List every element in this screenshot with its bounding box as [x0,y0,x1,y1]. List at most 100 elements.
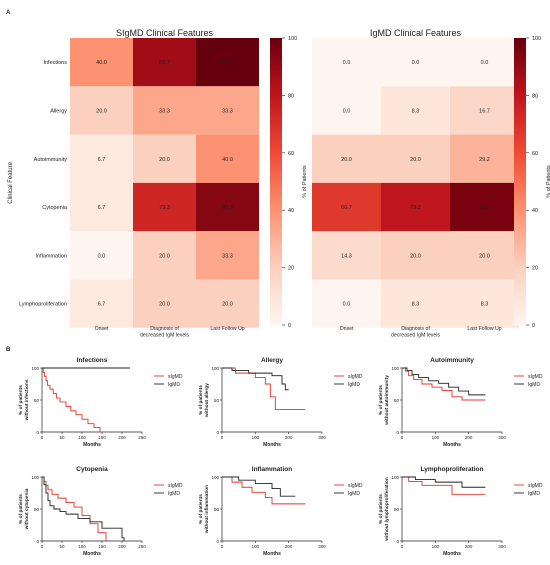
heatmap-cell-label: 66.7 [341,205,352,211]
heatmap-cell-label: 20.0 [410,253,421,259]
colorbar-tick-label: 60 [532,151,538,157]
km-y-tick-label: 50 [214,507,220,512]
km-y-tick-label: 0 [216,539,219,544]
colorbar-tick-label: 40 [532,208,538,214]
km-x-tick-label: 300 [318,435,326,440]
heatmap-column-label: Onset [95,326,109,332]
heatmap-cell [381,134,450,183]
heatmap-cell [312,134,381,183]
km-title: Autoimmunity [430,357,474,364]
heatmap-column-label: decreased IgM levels [140,333,189,339]
heatmap-cell-label: 0.0 [98,253,106,259]
km-title: Cytopenia [76,466,108,473]
heatmap-cell [70,182,133,232]
colorbar-tick-label: 80 [288,93,294,99]
km-legend-label: sIgMD [528,483,543,489]
heatmap-cell [381,38,450,87]
heatmap-cell [381,86,450,135]
km-title: Allergy [261,357,283,364]
colorbar-tick-label: 0 [532,323,535,329]
km-series-line [42,476,107,541]
heatmap-cell [450,86,519,135]
km-x-axis-label: Months [83,551,101,557]
heatmap-cell-label: 20.0 [410,157,421,163]
colorbar-label: % of Patients [546,165,550,198]
km-legend-label: sIgMD [348,483,363,489]
heatmap-row-label: Inflammation [36,253,68,259]
km-legend-label: IgMD [348,491,360,497]
heatmap-cell [450,279,519,328]
heatmap-title: SIgMD Clinical Features [116,28,214,38]
heatmap-cell [133,279,196,328]
heatmap-column-label: Onset [340,326,354,332]
heatmap-cell-label: 29.2 [479,157,490,163]
heatmap-cell [312,86,381,135]
colorbar-tick-label: 40 [288,208,294,214]
colorbar-tick-label: 20 [532,266,538,272]
heatmap-cell-label: 100.0 [221,60,235,66]
colorbar-tick-label: 80 [532,93,538,99]
km-legend-label: IgMD [528,382,540,388]
km-x-tick-label: 200 [465,435,473,440]
km-x-tick-label: 200 [285,544,293,549]
heatmap-cell [196,231,259,280]
km-y-tick-label: 50 [394,398,400,403]
km-x-tick-label: 0 [401,544,404,549]
heatmap-cell [70,231,133,280]
heatmap-cell [312,231,381,280]
heatmap-cell-label: 14.3 [341,253,352,259]
km-y-tick-label: 0 [216,430,219,435]
heatmap-cell-label: 20.0 [96,108,107,114]
heatmap-cell [133,231,196,280]
heatmap-cell [450,38,519,87]
km-x-tick-label: 0 [41,544,44,549]
km-legend-label: IgMD [348,382,360,388]
km-x-tick-label: 100 [432,544,440,549]
km-y-axis-label: without allergy [204,383,210,418]
heatmap-cell-label: 8.3 [481,302,489,308]
km-series-line [402,367,486,401]
heatmap-cell-label: 40.0 [96,60,107,66]
km-x-tick-label: 150 [98,544,106,549]
km-x-tick-label: 300 [498,544,506,549]
heatmap-row-label: Autoimmunity [34,157,68,163]
heatmap-cell [196,134,259,183]
km-x-tick-label: 300 [318,544,326,549]
heatmap-cell-label: 20.0 [159,253,170,259]
colorbar-tick-label: 0 [288,323,291,329]
heatmap-cell [70,86,133,135]
heatmap-column-label: decreased IgM levels [391,333,440,339]
km-series-line [402,476,486,488]
heatmap-cell-label: 33.3 [159,108,170,114]
heatmap-y-axis-label: Clinical Feature [8,161,14,203]
heatmap-cell [381,279,450,328]
km-x-tick-label: 250 [138,435,146,440]
heatmap-cell-label: 20.0 [222,302,233,308]
km-x-axis-label: Months [263,551,281,557]
heatmap-title: IgMD Clinical Features [370,28,462,38]
km-y-tick-label: 0 [36,430,39,435]
km-legend-label: sIgMD [168,374,183,380]
km-y-tick-label: 100 [31,475,39,480]
km-x-axis-label: Months [443,551,461,557]
km-title: Infections [77,357,108,364]
heatmap-cell [70,279,133,328]
km-y-axis-label: without cytopenia [24,488,30,530]
km-x-axis-label: Months [83,442,101,448]
km-y-tick-label: 100 [211,366,219,371]
km-x-tick-label: 0 [401,435,404,440]
km-legend-label: sIgMD [348,374,363,380]
km-y-axis-label: % of patients [198,494,204,524]
km-x-tick-label: 300 [498,435,506,440]
heatmap-cell [381,182,450,232]
heatmap-cell-label: 40.0 [222,157,233,163]
heatmap-cell [133,182,196,232]
heatmap-cell-label: 33.3 [222,108,233,114]
heatmap-row-label: Cytopenia [42,205,68,211]
km-y-tick-label: 100 [211,475,219,480]
km-x-axis-label: Months [263,442,281,448]
heatmap-cell [133,38,196,87]
heatmap-cell-label: 6.7 [98,302,106,308]
km-title: Lymphoproliferation [421,466,484,473]
